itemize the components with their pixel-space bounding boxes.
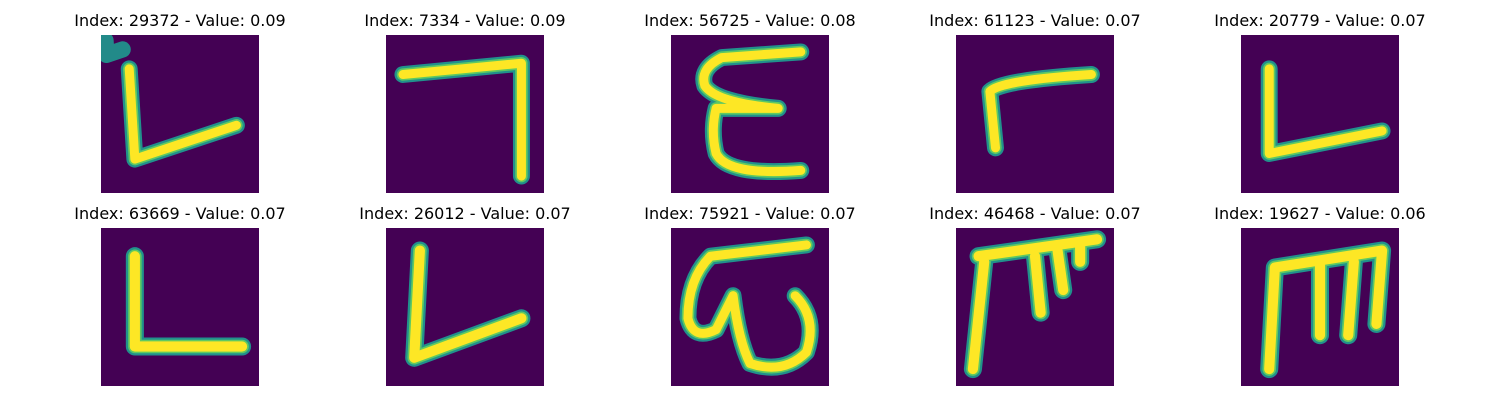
panel-10: Index: 19627 - Value: 0.06 [1210, 204, 1430, 394]
panel-image [671, 228, 829, 386]
panel-image [386, 35, 544, 193]
panel-title: Index: 20779 - Value: 0.07 [1214, 11, 1426, 30]
panel-7: Index: 26012 - Value: 0.07 [355, 204, 575, 394]
panel-image [1241, 35, 1399, 193]
panel-image [101, 228, 259, 386]
panel-title: Index: 19627 - Value: 0.06 [1214, 204, 1426, 223]
panel-6: Index: 63669 - Value: 0.07 [70, 204, 290, 394]
panel-image [101, 35, 259, 193]
panel-title: Index: 7334 - Value: 0.09 [364, 11, 566, 30]
panel-title: Index: 26012 - Value: 0.07 [359, 204, 571, 223]
panel-title: Index: 63669 - Value: 0.07 [74, 204, 286, 223]
panel-title: Index: 46468 - Value: 0.07 [929, 204, 1141, 223]
panel-8: Index: 75921 - Value: 0.07 [640, 204, 860, 394]
panel-image [956, 228, 1114, 386]
panel-title: Index: 61123 - Value: 0.07 [929, 11, 1141, 30]
panel-5: Index: 20779 - Value: 0.07 [1210, 11, 1430, 201]
panel-9: Index: 46468 - Value: 0.07 [925, 204, 1145, 394]
panel-image [386, 228, 544, 386]
panel-2: Index: 7334 - Value: 0.09 [355, 11, 575, 201]
panel-3: Index: 56725 - Value: 0.08 [640, 11, 860, 201]
panel-4: Index: 61123 - Value: 0.07 [925, 11, 1145, 201]
panel-title: Index: 56725 - Value: 0.08 [644, 11, 856, 30]
panel-image [671, 35, 829, 193]
panel-image [956, 35, 1114, 193]
panel-title: Index: 29372 - Value: 0.09 [74, 11, 286, 30]
panel-1: Index: 29372 - Value: 0.09 [70, 11, 290, 201]
panel-title: Index: 75921 - Value: 0.07 [644, 204, 856, 223]
panel-image [1241, 228, 1399, 386]
